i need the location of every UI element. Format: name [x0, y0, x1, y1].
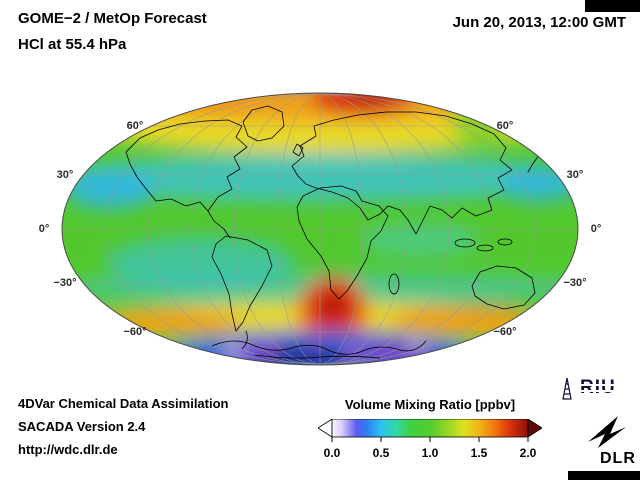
colorbar-right-arrow [527, 419, 542, 438]
footer-line-url: http://wdc.dlr.de [18, 442, 118, 457]
lat-label-right-m60: −60° [493, 326, 517, 338]
page-subtitle: HCl at 55.4 hPa [18, 36, 127, 53]
bottom-right-black-bar [568, 471, 640, 480]
lat-label-right-30: 30° [566, 169, 584, 181]
riu-logo: RIU [558, 376, 638, 402]
colorbar [318, 419, 542, 442]
colorbar-tick-labels: 0.0 0.5 1.0 1.5 2.0 [318, 446, 542, 460]
colorbar-title: Volume Mixing Ratio [ppbv] [344, 397, 516, 412]
top-right-black-bar [585, 0, 640, 12]
tick-0.0: 0.0 [323, 446, 341, 460]
tick-1.0: 1.0 [421, 446, 439, 460]
riu-stripe [580, 384, 626, 386]
colorbar-left-arrow [318, 419, 333, 438]
lat-label-left-m60: −60° [123, 326, 147, 338]
timestamp-label: Jun 20, 2013, 12:00 GMT [452, 14, 626, 31]
lat-label-left-30: 30° [56, 169, 74, 181]
footer-line-version: SACADA Version 2.4 [18, 419, 146, 434]
tick-1.5: 1.5 [470, 446, 488, 460]
lat-label-left-m30: −30° [53, 277, 77, 289]
riu-stripe [580, 390, 626, 392]
tick-0.5: 0.5 [372, 446, 390, 460]
dlr-emblem-icon [588, 416, 626, 448]
colorbar-gradient [331, 419, 529, 438]
lat-label-right-m30: −30° [563, 277, 587, 289]
dlr-logo-text: DLR [600, 450, 636, 467]
colorbar-tick-marks [331, 437, 529, 442]
footer-line-assimilation: 4DVar Chemical Data Assimilation [18, 396, 229, 411]
lat-label-right-0: 0° [590, 223, 602, 235]
lat-label-left-60: 60° [126, 120, 144, 132]
lat-label-left-0: 0° [38, 223, 50, 235]
riu-logo-text: RIU [580, 377, 616, 398]
map-outline [61, 92, 579, 366]
tick-2.0: 2.0 [519, 446, 537, 460]
riu-tower-icon [562, 377, 572, 400]
page-title: GOME−2 / MetOp Forecast [18, 10, 207, 27]
lat-label-right-60: 60° [496, 120, 514, 132]
